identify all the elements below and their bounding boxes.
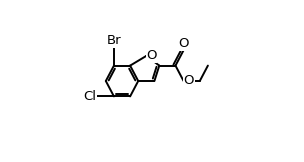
Text: O: O — [178, 37, 189, 50]
Text: Br: Br — [107, 34, 121, 47]
Text: O: O — [184, 75, 194, 87]
Text: Cl: Cl — [83, 90, 96, 103]
Text: O: O — [146, 49, 157, 62]
